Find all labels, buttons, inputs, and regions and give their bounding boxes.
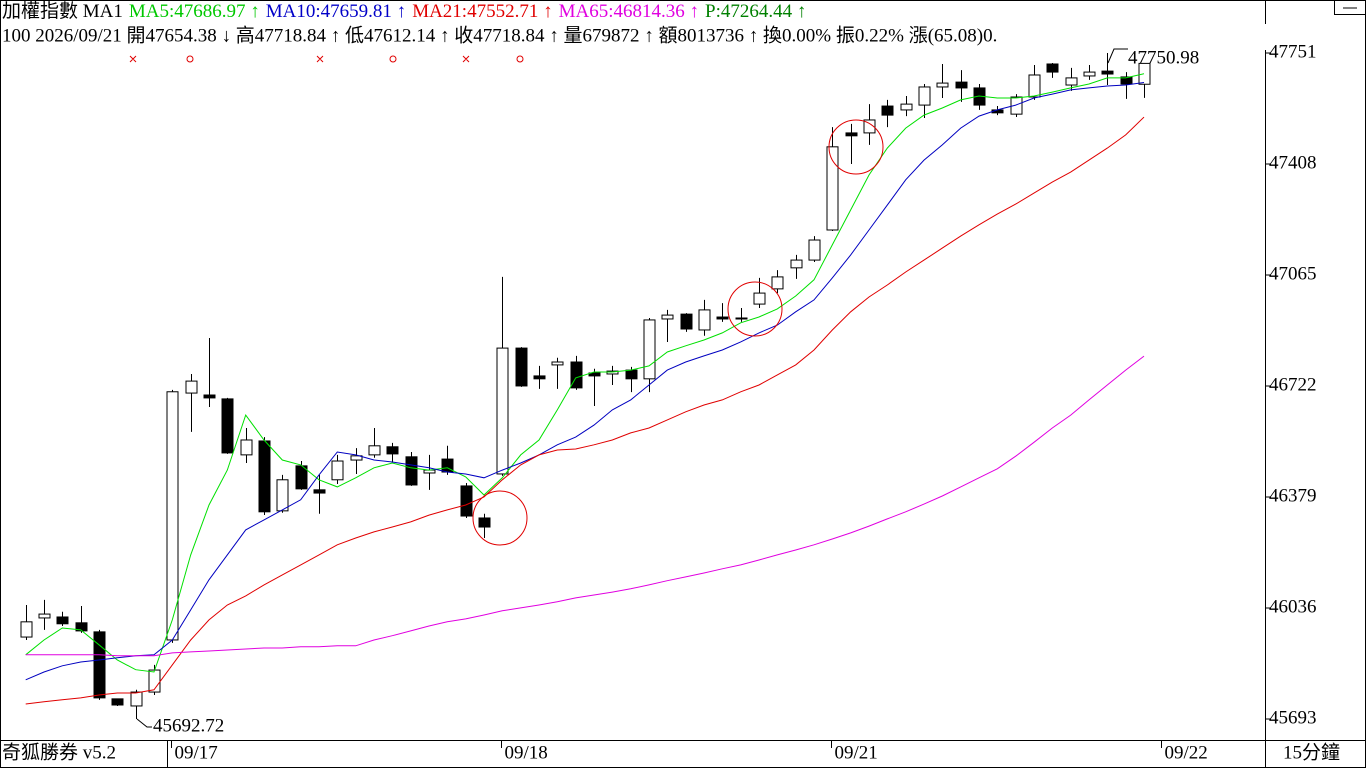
- header-item: P:47264.44 ↑: [705, 1, 806, 22]
- candle-body: [808, 239, 821, 261]
- candle-body: [533, 375, 546, 380]
- candle-body: [1010, 96, 1023, 115]
- candle-body: [368, 445, 381, 456]
- x-tick-label: 09/21: [835, 742, 878, 763]
- candle-body: [588, 372, 601, 377]
- candle-body: [221, 398, 234, 454]
- header-item: MA65:46814.36 ↑: [559, 1, 699, 22]
- annotation: 45692.72: [153, 715, 224, 736]
- candle-body: [1065, 77, 1078, 86]
- candle-body: [276, 479, 289, 512]
- ma-line: [25, 73, 1145, 673]
- header-line-1: 加權指數 MA1 MA5:47686.97 ↑ MA10:47659.81 ↑ MA2…: [2, 0, 806, 22]
- candle-body: [38, 613, 51, 619]
- annotation-leader: [136, 718, 152, 728]
- circle-marker: [516, 55, 524, 63]
- candle-body: [955, 81, 968, 89]
- ma-line: [25, 355, 1145, 657]
- ma-line: [25, 82, 1145, 681]
- candle-body: [405, 456, 418, 486]
- y-tick-label: 46722: [1269, 374, 1317, 395]
- candle-body: [625, 369, 638, 380]
- period-label: 15分鐘: [1283, 741, 1340, 763]
- candle-body: [515, 347, 528, 387]
- annotation: 47750.98: [1128, 47, 1199, 68]
- candle-body: [496, 347, 509, 475]
- candle-body: [1138, 62, 1151, 85]
- highlight-circle: [828, 119, 884, 175]
- highlight-circles: [472, 119, 884, 546]
- app-name: 奇狐勝券 v5.2: [2, 741, 116, 763]
- candle-body: [1101, 70, 1114, 75]
- candle-body: [20, 621, 33, 638]
- candle-body: [863, 119, 876, 134]
- candle-body: [845, 132, 858, 137]
- candle-body: [881, 105, 894, 116]
- y-tick-label: 47065: [1269, 263, 1317, 284]
- x-tick-label: 09/18: [505, 742, 548, 763]
- candle-body: [551, 361, 564, 366]
- candle-body: [1120, 76, 1133, 85]
- candle-body: [460, 485, 473, 517]
- y-tick-label: 47408: [1269, 152, 1317, 173]
- candle-body: [1083, 71, 1096, 77]
- candle-body: [93, 631, 106, 699]
- x-tick-label: 09/22: [1165, 742, 1208, 763]
- ma-line: [25, 116, 1145, 705]
- candle-body: [1046, 63, 1059, 73]
- candle-body: [331, 460, 344, 481]
- candle-body: [56, 616, 69, 625]
- header-item: 加權指數 MA1: [2, 0, 123, 22]
- candle-body: [111, 698, 124, 706]
- circle-marker: [389, 55, 397, 63]
- candle-body: [790, 259, 803, 269]
- candle-body: [900, 103, 913, 111]
- candle-body: [166, 391, 179, 641]
- x-tick-label: 09/17: [175, 742, 218, 763]
- candle-body: [350, 455, 363, 461]
- candle-body: [1028, 74, 1041, 98]
- candle-body: [386, 446, 399, 455]
- candle-body: [716, 316, 729, 320]
- cross-markers: [129, 55, 470, 63]
- candle-body: [936, 82, 949, 88]
- candle-body: [240, 439, 253, 456]
- candle-body: [643, 319, 656, 380]
- y-tick-label: 47751: [1269, 41, 1317, 62]
- circle-marker: [186, 55, 194, 63]
- candle-body: [130, 691, 143, 707]
- candle-body: [313, 489, 326, 494]
- header-item: MA21:47552.71 ↑: [412, 1, 552, 22]
- header-item: MA10:47659.81 ↑: [266, 1, 406, 22]
- candle-body: [258, 440, 271, 513]
- highlight-circle: [472, 490, 528, 546]
- candle-body: [826, 146, 839, 231]
- y-tick-label: 45693: [1269, 707, 1317, 728]
- candle-body: [570, 361, 583, 389]
- candle-body: [698, 309, 711, 331]
- candle-body: [753, 292, 766, 305]
- plot-area: [20, 52, 1151, 719]
- annotation-leader: [1107, 48, 1128, 64]
- header-item: MA5:47686.97 ↑: [129, 1, 260, 22]
- candle-body: [185, 380, 198, 394]
- candle-body: [918, 86, 931, 106]
- header-line-2: 100 2026/09/21 開47654.38 ↓ 高47718.84 ↑ 低…: [2, 24, 997, 46]
- header-clip: [1263, 24, 1266, 50]
- candle-body: [478, 517, 491, 528]
- candle-body: [735, 317, 748, 320]
- candle-body: [606, 370, 619, 375]
- highlight-circle: [727, 281, 783, 337]
- candle-body: [203, 394, 216, 399]
- candle-body: [680, 313, 693, 330]
- y-tick-label: 46036: [1269, 596, 1317, 617]
- candle-body: [661, 314, 674, 320]
- signal-markers: [129, 55, 524, 63]
- candle-body: [771, 276, 784, 290]
- y-tick-label: 46379: [1269, 485, 1317, 506]
